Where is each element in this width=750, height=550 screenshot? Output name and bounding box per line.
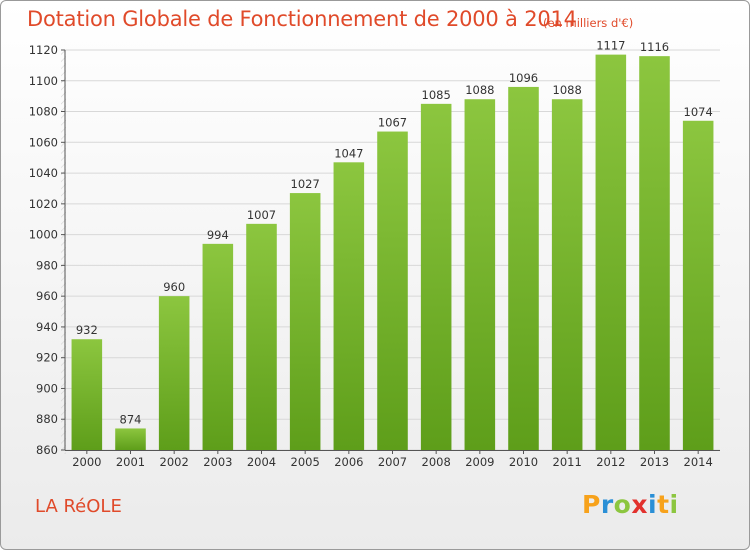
plot-left-wall [61,50,66,454]
x-tick-label: 2012 [596,455,625,469]
bar [639,56,670,451]
bar [508,86,539,450]
logo-letter: r [600,490,614,519]
x-tick-label: 2006 [334,455,363,469]
bar [551,99,583,450]
bar-value-label: 1088 [553,83,582,97]
x-tick-label: 2004 [247,455,276,469]
bar-value-label: 932 [76,323,98,337]
logo-letter: P [582,490,601,519]
bar-value-label: 960 [163,280,185,294]
x-tick-label: 2000 [72,455,101,469]
bar-value-label: 1047 [334,146,363,160]
bar-value-label: 1074 [684,105,713,119]
chart-title: Dotation Globale de Fonctionnement de 20… [27,7,577,31]
bar-value-label: 1085 [422,88,451,102]
bar-value-label: 1027 [291,177,320,191]
x-tick-label: 2005 [291,455,320,469]
bar [420,103,452,450]
x-tick-label: 2003 [203,455,232,469]
y-tick-label: 1060 [29,135,58,149]
y-tick-label: 1100 [29,74,58,88]
bar [333,162,365,451]
bar-value-label: 994 [207,228,229,242]
logo-letter: i [669,490,679,519]
x-tick-label: 2011 [553,455,582,469]
bar-value-label: 1117 [596,39,625,53]
bar-value-label: 1116 [640,40,669,54]
bar [115,428,146,450]
y-tick-label: 1120 [29,43,58,57]
bar [202,243,234,450]
y-tick-label: 1040 [29,166,58,180]
y-tick-label: 1020 [29,197,58,211]
x-tick-label: 2007 [378,455,407,469]
bar [246,223,277,450]
bar [377,131,408,451]
bar [289,193,321,451]
logo-letter: i [648,490,658,519]
x-tick-label: 2009 [465,455,494,469]
bar [158,296,190,450]
chart-subtitle: (en milliers d'€) [543,16,634,30]
bar-value-label: 1007 [247,208,276,222]
y-tick-label: 940 [36,320,58,334]
bar [464,99,496,450]
x-tick-label: 2001 [116,455,145,469]
logo-letter: x [631,490,648,519]
x-tick-label: 2010 [509,455,538,469]
bar-value-label: 1096 [509,71,538,85]
y-tick-label: 860 [36,443,58,457]
bar-value-label: 874 [120,412,142,426]
x-tick-label: 2008 [422,455,451,469]
x-tick-label: 2013 [640,455,669,469]
logo-letter: t [657,490,670,519]
x-tick-label: 2014 [684,455,713,469]
y-tick-label: 1000 [29,228,58,242]
bar [595,54,627,450]
proxiti-logo: Proxiti [582,490,679,519]
x-tick-label: 2002 [160,455,189,469]
logo-letter: o [613,490,632,519]
y-tick-label: 1080 [29,105,58,119]
y-tick-label: 980 [36,258,58,272]
place-name: LA RéOLE [35,496,122,517]
bar-value-label: 1088 [465,83,494,97]
y-tick-label: 880 [36,412,58,426]
y-tick-label: 960 [36,289,58,303]
y-tick-label: 920 [36,351,58,365]
y-tick-label: 900 [36,381,58,395]
bar [71,339,103,450]
bar [682,120,714,451]
bar-value-label: 1067 [378,116,407,130]
